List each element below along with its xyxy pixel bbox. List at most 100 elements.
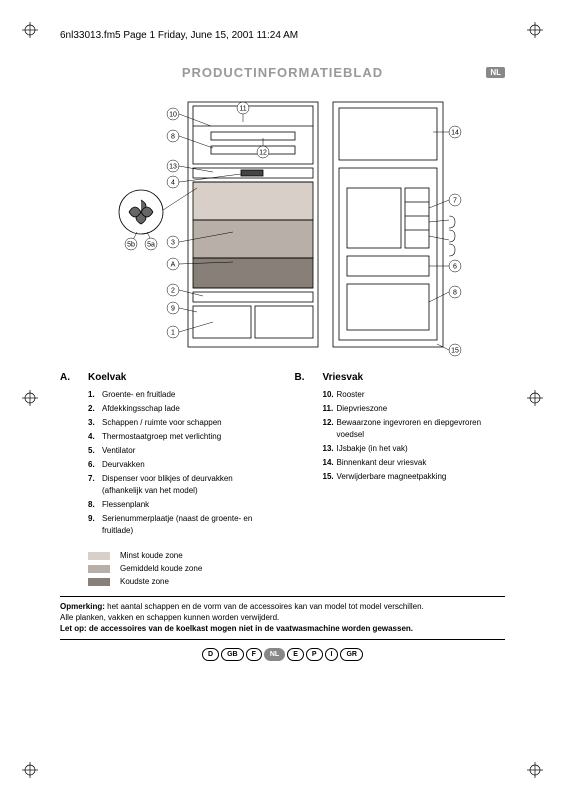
note-warning: Let op: de accessoires van de koelkast m… xyxy=(60,624,413,633)
item-number: 6. xyxy=(88,459,102,471)
svg-text:6: 6 xyxy=(453,264,457,271)
item-text: Binnenkant deur vriesvak xyxy=(337,457,506,469)
svg-text:4: 4 xyxy=(171,180,175,187)
svg-text:13: 13 xyxy=(169,164,177,171)
item-text: Rooster xyxy=(337,389,506,401)
list-item: 7.Dispenser voor blikjes of deurvakken (… xyxy=(88,473,271,497)
item-number: 7. xyxy=(88,473,102,497)
list-item: 1.Groente- en fruitlade xyxy=(88,389,271,401)
list-item: 12.Bewaarzone ingevroren en diepgevroren… xyxy=(323,417,506,441)
list-item: 2.Afdekkingsschap lade xyxy=(88,403,271,415)
language-selector: DGBFNLEPIGR xyxy=(60,648,505,661)
item-text: Thermostaatgroep met verlichting xyxy=(102,431,271,443)
language-pill-i[interactable]: I xyxy=(325,648,339,661)
item-text: Ventilator xyxy=(102,445,271,457)
svg-text:8: 8 xyxy=(171,134,175,141)
language-pill-e[interactable]: E xyxy=(287,648,304,661)
legend-swatch xyxy=(88,565,110,573)
legend-label: Koudste zone xyxy=(120,577,169,586)
note-label: Opmerking: xyxy=(60,602,105,611)
language-pill-d[interactable]: D xyxy=(202,648,219,661)
item-number: 4. xyxy=(88,431,102,443)
item-text: Groente- en fruitlade xyxy=(102,389,271,401)
legend-label: Gemiddeld koude zone xyxy=(120,564,202,573)
columns: A.Koelvak 1.Groente- en fruitlade2.Afdek… xyxy=(60,372,505,539)
note-box: Opmerking: het aantal schappen en de vor… xyxy=(60,596,505,640)
language-pill-p[interactable]: P xyxy=(306,648,323,661)
item-text: Schappen / ruimte voor schappen xyxy=(102,417,271,429)
legend-swatch xyxy=(88,578,110,586)
language-pill-nl[interactable]: NL xyxy=(264,648,285,661)
item-text: Flessenplank xyxy=(102,499,271,511)
item-text: Serienummerplaatje (naast de groente- en… xyxy=(102,513,271,537)
svg-text:9: 9 xyxy=(171,306,175,313)
registration-mark-icon xyxy=(22,762,38,778)
list-item: 10.Rooster xyxy=(323,389,506,401)
legend-label: Minst koude zone xyxy=(120,551,183,560)
section-b-list: 10.Rooster11.Diepvrieszone12.Bewaarzone … xyxy=(323,389,506,483)
language-badge: NL xyxy=(486,67,505,78)
svg-text:15: 15 xyxy=(451,348,459,355)
svg-text:5b: 5b xyxy=(127,242,135,249)
item-number: 13. xyxy=(323,443,337,455)
registration-mark-icon xyxy=(527,390,543,406)
language-pill-f[interactable]: F xyxy=(246,648,262,661)
item-number: 11. xyxy=(323,403,337,415)
item-number: 12. xyxy=(323,417,337,441)
svg-text:2: 2 xyxy=(171,288,175,295)
item-text: Verwijderbare magneetpakking xyxy=(337,471,506,483)
list-item: 5.Ventilator xyxy=(88,445,271,457)
list-item: 9.Serienummerplaatje (naast de groente- … xyxy=(88,513,271,537)
item-text: Diepvrieszone xyxy=(337,403,506,415)
section-b: B.Vriesvak 10.Rooster11.Diepvrieszone12.… xyxy=(295,372,506,539)
svg-text:A: A xyxy=(170,262,175,269)
svg-text:11: 11 xyxy=(239,106,246,113)
svg-text:1: 1 xyxy=(171,330,175,337)
list-item: 3.Schappen / ruimte voor schappen xyxy=(88,417,271,429)
section-a-title: A.Koelvak xyxy=(60,372,271,383)
list-item: 13.IJsbakje (in het vak) xyxy=(323,443,506,455)
svg-text:7: 7 xyxy=(453,198,457,205)
item-number: 14. xyxy=(323,457,337,469)
item-text: Afdekkingsschap lade xyxy=(102,403,271,415)
list-item: 15.Verwijderbare magneetpakking xyxy=(323,471,506,483)
language-pill-gr[interactable]: GR xyxy=(340,648,363,661)
item-number: 1. xyxy=(88,389,102,401)
item-number: 10. xyxy=(323,389,337,401)
section-b-title: B.Vriesvak xyxy=(295,372,506,383)
item-number: 15. xyxy=(323,471,337,483)
list-item: 14.Binnenkant deur vriesvak xyxy=(323,457,506,469)
registration-mark-icon xyxy=(527,762,543,778)
legend-row: Gemiddeld koude zone xyxy=(88,564,505,573)
list-item: 8.Flessenplank xyxy=(88,499,271,511)
item-number: 5. xyxy=(88,445,102,457)
registration-mark-icon xyxy=(22,390,38,406)
svg-text:10: 10 xyxy=(169,112,177,119)
registration-mark-icon xyxy=(22,22,38,38)
note-text: Alle planken, vakken en schappen kunnen … xyxy=(60,613,279,622)
item-text: Dispenser voor blikjes of deurvakken (af… xyxy=(102,473,271,497)
note-text: het aantal schappen en de vorm van de ac… xyxy=(105,602,424,611)
item-text: IJsbakje (in het vak) xyxy=(337,443,506,455)
svg-text:8: 8 xyxy=(453,290,457,297)
list-item: 11.Diepvrieszone xyxy=(323,403,506,415)
item-number: 3. xyxy=(88,417,102,429)
title-row: PRODUCTINFORMATIEBLAD NL xyxy=(60,65,505,80)
section-a-list: 1.Groente- en fruitlade2.Afdekkingsschap… xyxy=(88,389,271,537)
page-title: PRODUCTINFORMATIEBLAD xyxy=(60,65,505,80)
item-number: 2. xyxy=(88,403,102,415)
section-a: A.Koelvak 1.Groente- en fruitlade2.Afdek… xyxy=(60,372,271,539)
product-diagram: 10 8 13 4 5b 5a 3 A 2 9 1 11 12 14 7 6 8… xyxy=(93,92,473,362)
item-number: 8. xyxy=(88,499,102,511)
item-text: Bewaarzone ingevroren en diepgevroren vo… xyxy=(337,417,506,441)
item-text: Deurvakken xyxy=(102,459,271,471)
legend-swatch xyxy=(88,552,110,560)
list-item: 6.Deurvakken xyxy=(88,459,271,471)
list-item: 4.Thermostaatgroep met verlichting xyxy=(88,431,271,443)
svg-text:3: 3 xyxy=(171,240,175,247)
language-pill-gb[interactable]: GB xyxy=(221,648,244,661)
registration-mark-icon xyxy=(527,22,543,38)
item-number: 9. xyxy=(88,513,102,537)
legend-row: Minst koude zone xyxy=(88,551,505,560)
svg-text:5a: 5a xyxy=(147,242,155,249)
